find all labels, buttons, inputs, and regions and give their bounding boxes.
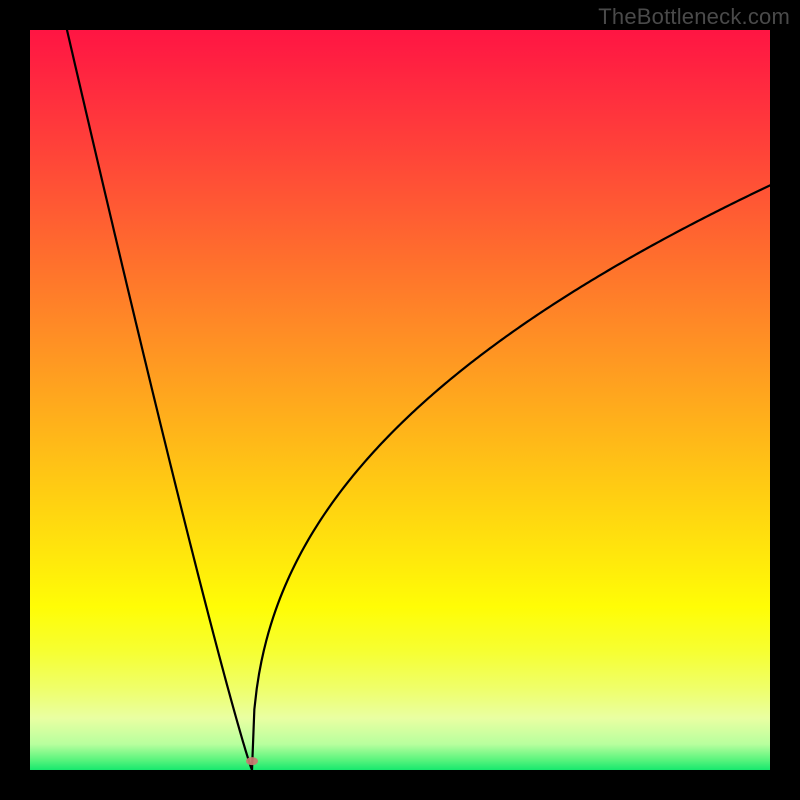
bottleneck-chart — [30, 30, 770, 770]
chart-background — [30, 30, 770, 770]
watermark-text: TheBottleneck.com — [598, 4, 790, 30]
minimum-marker — [246, 757, 258, 765]
